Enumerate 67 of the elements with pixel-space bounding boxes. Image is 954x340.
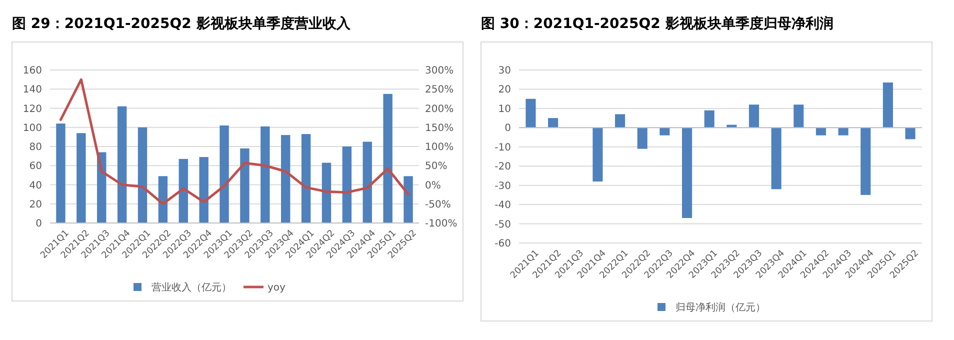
bar [816, 128, 826, 136]
legend-label: 营业收入（亿元） [152, 282, 232, 294]
y-tick-label: -40 [494, 200, 511, 212]
bar [615, 114, 626, 128]
bar [548, 118, 558, 128]
bar [220, 125, 229, 223]
legend-label: yoy [268, 282, 286, 294]
bar [240, 148, 250, 223]
bar [260, 126, 270, 223]
y-tick-label: 10 [498, 104, 511, 115]
y-tick-label: 40 [29, 180, 42, 192]
y-tick-label: 160 [22, 66, 42, 76]
bar [794, 104, 804, 128]
bar [682, 128, 692, 218]
y-tick-label: 60 [29, 161, 42, 172]
bar [56, 124, 66, 223]
bar [383, 94, 392, 223]
y-tick-label: -20 [494, 162, 511, 173]
bar [138, 127, 148, 223]
bar [117, 106, 127, 223]
y-tick-label: 0 [504, 123, 511, 134]
bar [637, 128, 648, 149]
y2-tick-label: 250% [425, 84, 454, 96]
bar [76, 133, 86, 223]
y2-tick-label: 200% [425, 104, 454, 115]
y-tick-label: 20 [29, 199, 42, 210]
bar [905, 128, 916, 140]
y-tick-label: 20 [498, 84, 511, 96]
y-tick-label: -60 [494, 238, 511, 250]
bar [526, 98, 536, 128]
y-tick-label: -10 [494, 142, 511, 154]
y2-tick-label: 0% [425, 180, 441, 192]
bar [362, 142, 372, 223]
bar [322, 162, 332, 223]
y2-tick-label: 150% [425, 122, 454, 134]
y-tick-label: 0 [36, 218, 42, 230]
legend-label: 归母净利润（亿元） [676, 302, 766, 314]
chart-title: 图 30：2021Q1-2025Q2 影视板块单季度归母净利润 [481, 15, 834, 32]
bar [404, 176, 413, 223]
y-tick-label: -30 [494, 180, 511, 192]
bar [838, 128, 848, 136]
bar [882, 82, 893, 128]
bar [178, 158, 188, 223]
chart-title: 图 29：2021Q1-2025Q2 影视板块单季度营业收入 [12, 15, 352, 32]
y2-tick-label: 50% [425, 161, 448, 172]
y-tick-label: 100 [22, 122, 42, 134]
y-tick-label: 30 [498, 66, 511, 76]
bar [704, 110, 714, 128]
bar [301, 134, 311, 223]
bar [860, 128, 871, 195]
y2-tick-label: 300% [425, 66, 454, 76]
bar [748, 104, 760, 128]
bar [281, 135, 290, 223]
line-series [59, 78, 410, 206]
bar [660, 128, 670, 136]
bar [158, 176, 168, 223]
bar [342, 146, 352, 223]
y2-tick-label: -100% [425, 218, 458, 230]
y-tick-label: 120 [22, 104, 42, 115]
y-tick-label: -50 [494, 219, 511, 230]
bar [592, 128, 603, 182]
y2-tick-label: 100% [425, 142, 454, 153]
bar [199, 157, 208, 223]
y-tick-label: 140 [22, 84, 42, 96]
bar [771, 128, 782, 190]
y2-tick-label: -50% [425, 199, 451, 210]
y-tick-label: 80 [29, 142, 42, 153]
